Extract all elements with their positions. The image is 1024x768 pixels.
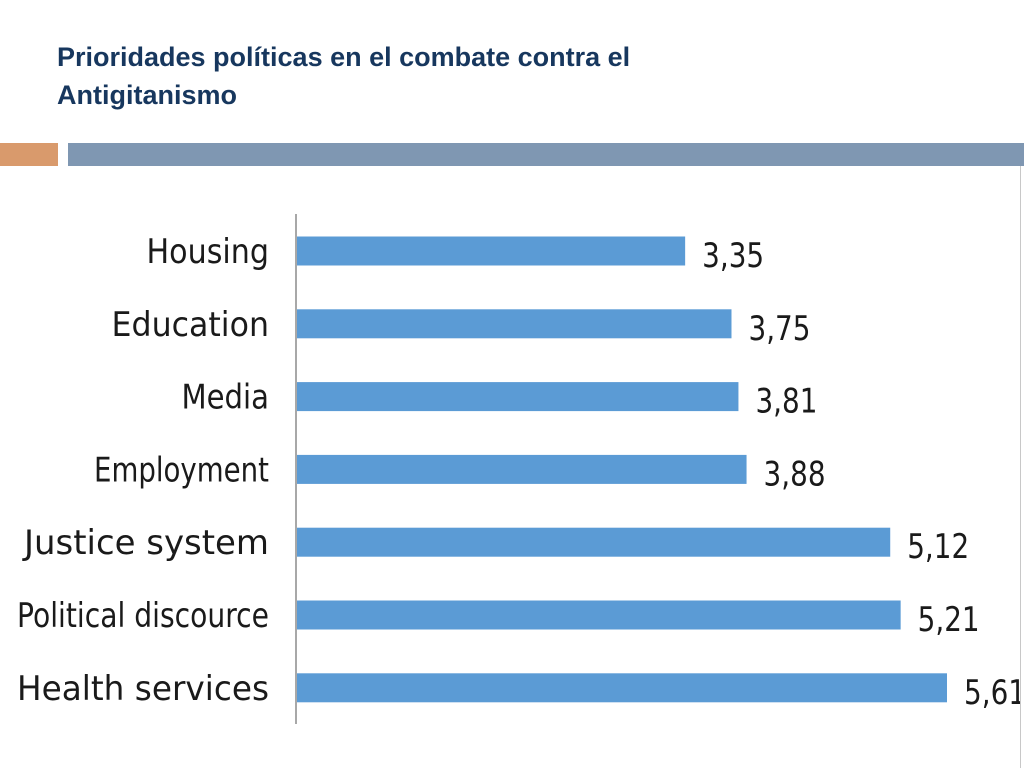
- category-label: Housing: [147, 232, 270, 272]
- data-label: 5,61: [964, 673, 1020, 713]
- bar-employment: [297, 454, 747, 484]
- data-label: 3,88: [764, 454, 826, 494]
- category-label: Justice system: [22, 523, 269, 563]
- data-label: 3,75: [748, 309, 810, 349]
- bar-education: [297, 309, 732, 339]
- bar-chart: Housing 3,35 Education 3,75 Media 3,81 Employm…: [17, 214, 1020, 724]
- category-label: Education: [112, 305, 270, 345]
- category-label: Health services: [17, 669, 269, 709]
- data-label: 5,12: [907, 527, 969, 567]
- data-label: 3,81: [755, 382, 817, 422]
- bar-justice-system: [297, 527, 891, 557]
- slide-title-line-1: Prioridades políticas en el combate cont…: [57, 42, 631, 72]
- slide-title: Prioridades políticas en el combate cont…: [57, 38, 957, 114]
- slide-title-line-2: Antigitanismo: [57, 80, 237, 110]
- bar-media: [297, 382, 739, 412]
- category-label: Media: [182, 378, 270, 418]
- bar-health-services: [297, 673, 947, 703]
- bar-political-discource: [297, 600, 901, 630]
- bar-housing: [297, 236, 686, 266]
- chart-area: Housing 3,35 Education 3,75 Media 3,81 Employm…: [0, 166, 1021, 768]
- accent-bar-orange: [0, 143, 58, 166]
- accent-bar-blue: [68, 143, 1024, 166]
- category-label: Employment: [94, 450, 269, 490]
- data-label: 5,21: [918, 600, 980, 640]
- data-label: 3,35: [702, 236, 764, 276]
- category-label: Political discource: [17, 596, 269, 636]
